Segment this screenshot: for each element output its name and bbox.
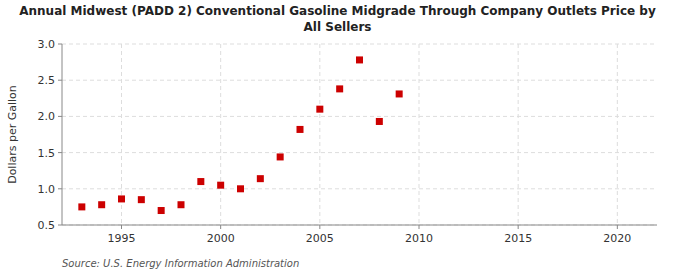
tick-mark — [58, 225, 62, 226]
point — [297, 126, 304, 133]
title-line: Annual Midwest (PADD 2) Conventional Gas… — [19, 4, 656, 18]
title: Annual Midwest (PADD 2) Conventional Gas… — [19, 4, 656, 34]
grid-line — [62, 188, 657, 189]
tick-mark — [58, 116, 62, 117]
tick-label: 3.0 — [38, 38, 56, 51]
tick-label: 2015 — [504, 232, 532, 245]
tick-label: 0.5 — [38, 219, 56, 232]
grid-line — [617, 44, 618, 225]
point — [197, 178, 204, 185]
annotation: Source: U.S. Energy Information Administ… — [62, 258, 299, 269]
grid-line — [62, 152, 657, 153]
grid — [62, 44, 657, 225]
tick-mark — [220, 225, 221, 229]
grid-line — [419, 44, 420, 225]
point — [396, 90, 403, 97]
tick-mark — [319, 225, 320, 229]
tick-label: 2000 — [207, 232, 235, 245]
tick-label: 1995 — [108, 232, 136, 245]
grid-line — [319, 44, 320, 225]
grid-line — [62, 80, 657, 81]
grid-line — [62, 225, 657, 226]
tick-label: 2.0 — [38, 110, 56, 123]
point — [356, 56, 363, 63]
point — [257, 175, 264, 182]
tick-mark — [58, 44, 62, 45]
tick-mark — [419, 225, 420, 229]
point — [178, 201, 185, 208]
grid-line — [62, 116, 657, 117]
grid-line — [62, 44, 657, 45]
y-axis-line — [62, 44, 63, 225]
y-axis-label: Dollars per Gallon — [6, 85, 19, 184]
tick-label: 2.5 — [38, 74, 56, 87]
point — [316, 106, 323, 113]
point — [376, 118, 383, 125]
point — [98, 201, 105, 208]
tick-mark — [58, 188, 62, 189]
point — [158, 207, 165, 214]
tick-label: 2010 — [405, 232, 433, 245]
tick-mark — [58, 80, 62, 81]
point — [217, 182, 224, 189]
title-line: All Sellers — [304, 20, 372, 34]
axes: 0.5 1.0 1.5 2.0 2.5 3.0 1995 2000 2005 2010 2015 20… — [38, 38, 658, 245]
grid-line — [518, 44, 519, 225]
point — [78, 203, 85, 210]
tick-label: 2020 — [603, 232, 631, 245]
grid-line — [220, 44, 221, 225]
x-axis-line — [62, 225, 657, 226]
tick-mark — [121, 225, 122, 229]
point — [138, 196, 145, 203]
tick-label: 1.0 — [38, 183, 56, 196]
tick-mark — [617, 225, 618, 229]
tick-label: 2005 — [306, 232, 334, 245]
tick-mark — [518, 225, 519, 229]
point — [237, 185, 244, 192]
point — [336, 85, 343, 92]
points — [78, 56, 402, 214]
chart: 0.5 1.0 1.5 2.0 2.5 3.0 1995 2000 2005 2010 2015 20… — [0, 0, 675, 275]
point — [277, 153, 284, 160]
tick-mark — [58, 152, 62, 153]
point — [118, 195, 125, 202]
tick-label: 1.5 — [38, 147, 56, 160]
